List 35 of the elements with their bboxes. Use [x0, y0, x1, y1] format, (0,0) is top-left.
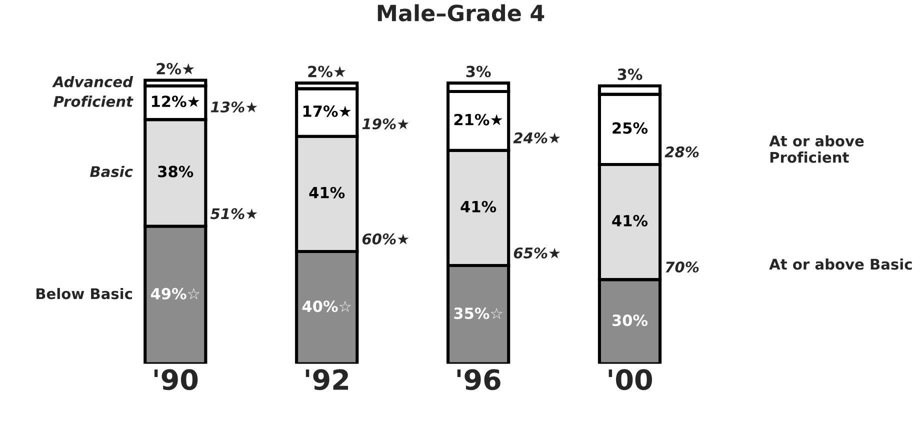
- annotation: 28%: [664, 146, 699, 158]
- x-tick-label: '90: [154, 369, 198, 390]
- data-label: 40%☆: [302, 300, 351, 312]
- data-label: 3%: [466, 66, 491, 78]
- annotation: 19%★: [362, 118, 409, 130]
- annotation: 65%★: [514, 247, 560, 259]
- data-label: 17%★: [303, 105, 351, 117]
- data-label: 35%☆: [454, 308, 502, 320]
- series-label: Proficient: [54, 96, 134, 107]
- text: At or above Basic: [769, 258, 912, 270]
- chart-title: Male–Grade 4: [378, 4, 544, 22]
- series-label: Below Basic: [36, 288, 132, 300]
- data-label: 38%: [158, 166, 194, 178]
- annotation: 24%★: [513, 132, 560, 144]
- data-label: 25%: [612, 122, 648, 134]
- x-tick-label: '92: [306, 369, 348, 390]
- annotation: 60%★: [362, 233, 409, 244]
- annotation: 51%★: [210, 208, 258, 220]
- annotation: 13%★: [210, 101, 258, 113]
- x-tick-label: '00: [608, 369, 652, 390]
- data-label: 2%★: [308, 66, 346, 78]
- data-label: 49%☆: [150, 288, 200, 300]
- data-label: 41%: [460, 200, 496, 212]
- data-label: 12%★: [152, 96, 200, 108]
- data-label: 21%★: [454, 114, 502, 126]
- data-label: 30%: [612, 314, 648, 326]
- series-label: Basic: [90, 166, 133, 178]
- x-tick-label: '96: [457, 369, 500, 390]
- data-label: 41%: [612, 214, 648, 226]
- data-label: 41%: [309, 186, 345, 198]
- annotation: 70%: [666, 261, 699, 273]
- text: At or above Proficient: [769, 135, 864, 163]
- data-label: 2%★: [156, 62, 194, 74]
- series-label: Advanced: [52, 76, 134, 88]
- data-label: 3%: [618, 68, 642, 80]
